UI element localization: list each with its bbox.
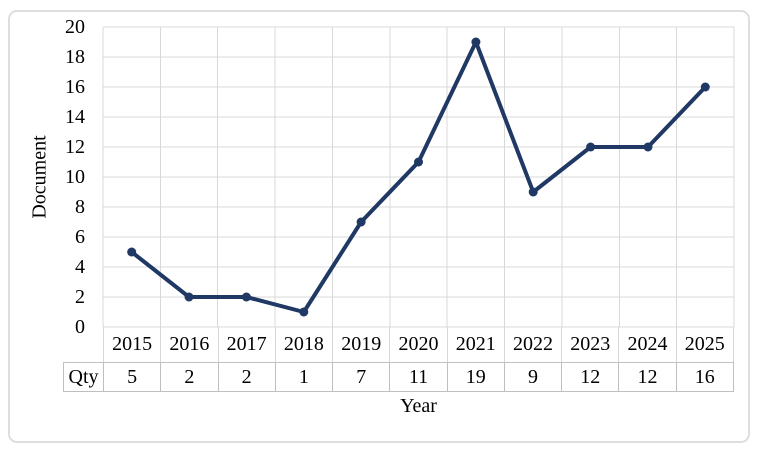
- year-label: 2020: [390, 327, 448, 362]
- y-tick-label: 18: [65, 46, 85, 68]
- y-tick-label: 12: [65, 136, 85, 158]
- y-tick-label: 4: [75, 256, 85, 278]
- qty-value: 1: [274, 363, 332, 391]
- year-label: 2018: [276, 327, 334, 362]
- year-label: 2021: [448, 327, 505, 362]
- qty-value: 12: [561, 363, 618, 391]
- data-point-marker: [528, 187, 538, 197]
- year-label: 2019: [333, 327, 391, 362]
- year-label: 2025: [677, 327, 734, 362]
- qty-value: 5: [103, 363, 160, 391]
- data-point-marker: [414, 157, 423, 167]
- data-point-marker: [241, 292, 251, 302]
- data-point-marker: [356, 217, 366, 227]
- data-point-marker: [299, 307, 309, 317]
- data-point-marker: [184, 292, 194, 302]
- data-point-marker: [586, 142, 596, 152]
- year-label: 2015: [104, 327, 162, 362]
- qty-value: 2: [217, 363, 275, 391]
- year-label: 2024: [619, 327, 677, 362]
- x-axis-title: Year: [400, 395, 437, 417]
- y-tick-label: 20: [65, 16, 85, 38]
- qty-value: 9: [503, 363, 561, 391]
- data-table-row-label: Qty: [68, 365, 99, 388]
- y-tick-label: 6: [75, 226, 85, 248]
- data-table-row-qty: Qty 5 2 2 1 7 11 19 9 12 12 16: [63, 362, 734, 392]
- y-tick-label: 0: [75, 316, 85, 338]
- qty-value: 7: [332, 363, 389, 391]
- y-tick-label: 10: [65, 166, 85, 188]
- y-tick-label: 8: [75, 196, 85, 218]
- year-label: 2016: [161, 327, 219, 362]
- x-axis-category-row: 2015 2016 2017 2018 2019 2020 2021 2022 …: [103, 327, 734, 362]
- y-tick-label: 14: [65, 106, 85, 128]
- data-point-marker: [471, 37, 481, 47]
- y-tick-label: 2: [75, 286, 85, 308]
- qty-value: 16: [675, 363, 733, 391]
- data-point-marker: [700, 82, 710, 92]
- data-point-marker: [643, 142, 653, 152]
- data-point-marker: [127, 247, 137, 257]
- year-label: 2023: [562, 327, 620, 362]
- qty-value: 19: [446, 363, 504, 391]
- year-label: 2022: [505, 327, 563, 362]
- qty-value: 2: [160, 363, 217, 391]
- year-label: 2017: [219, 327, 276, 362]
- y-tick-label: 16: [65, 76, 85, 98]
- qty-value: 12: [618, 363, 675, 391]
- qty-value: 11: [389, 363, 446, 391]
- figure-border: [8, 10, 750, 443]
